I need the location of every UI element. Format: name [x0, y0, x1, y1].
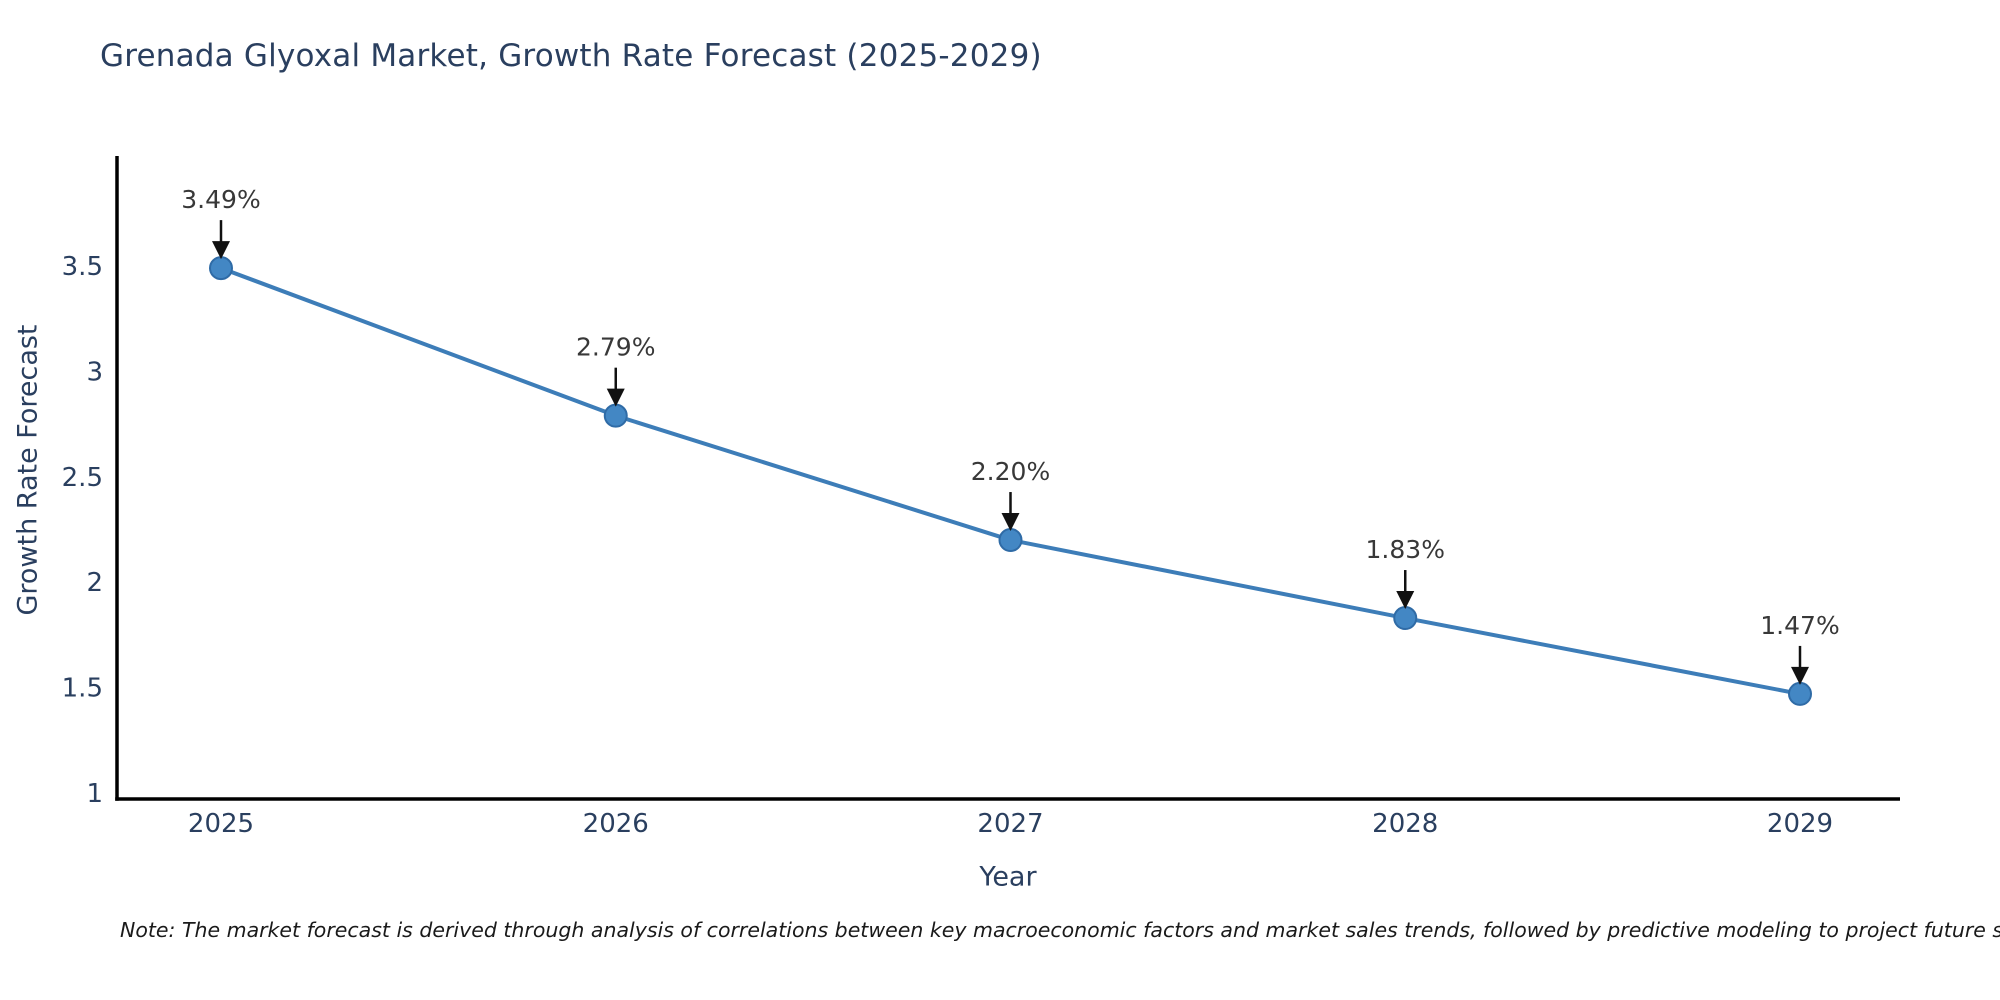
y-tick-label: 1	[86, 779, 103, 809]
annotation-arrowhead-icon	[606, 388, 625, 407]
data-point-marker[interactable]	[603, 403, 628, 428]
data-point-label: 2.20%	[971, 457, 1050, 486]
data-point-label: 1.47%	[1760, 611, 1839, 640]
annotation-arrowhead-icon	[1001, 513, 1020, 532]
data-point-marker[interactable]	[1393, 606, 1418, 631]
data-point-marker[interactable]	[209, 256, 233, 281]
x-axis-title: Year	[979, 861, 1037, 893]
data-point-label: 3.49%	[181, 185, 260, 214]
y-tick-label: 3	[86, 357, 103, 387]
y-tick-label: 3.5	[62, 252, 103, 282]
data-point-marker[interactable]	[1788, 681, 1812, 706]
x-tick-label: 2028	[1372, 809, 1438, 839]
x-tick-label: 2029	[1767, 809, 1833, 839]
data-point-label: 2.79%	[576, 333, 655, 362]
annotation-arrowhead-icon	[1791, 666, 1809, 685]
x-tick-label: 2026	[583, 809, 649, 839]
y-tick-label: 2.5	[62, 463, 103, 493]
x-tick-label: 2027	[977, 809, 1043, 839]
y-tick-label: 1.5	[62, 674, 103, 704]
footnote: Note: The market forecast is derived thr…	[120, 918, 2000, 942]
chart-title: Grenada Glyoxal Market, Growth Rate Fore…	[100, 38, 1042, 74]
data-point-label: 1.83%	[1366, 535, 1445, 564]
y-tick-label: 2	[86, 568, 103, 598]
annotation-arrowhead-icon	[212, 241, 230, 260]
x-tick-label: 2025	[188, 809, 254, 839]
data-point-marker[interactable]	[998, 528, 1023, 553]
annotation-arrowhead-icon	[1396, 591, 1415, 610]
